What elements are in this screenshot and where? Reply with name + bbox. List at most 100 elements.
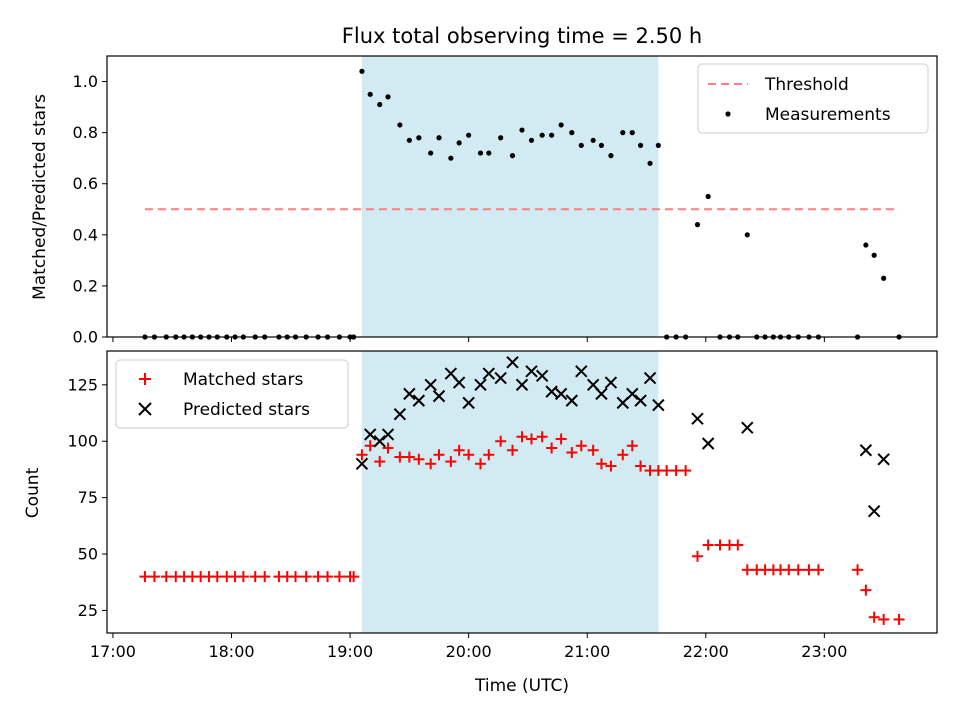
measurement-point bbox=[436, 135, 442, 141]
predicted-star-point bbox=[515, 378, 529, 392]
measurement-point bbox=[608, 153, 614, 159]
matched-star-point bbox=[403, 451, 415, 463]
measurement-point bbox=[863, 242, 869, 248]
predicted-star-point bbox=[643, 371, 657, 385]
measurement-point bbox=[498, 135, 504, 141]
bottom-x-axis-label: Time (UTC) bbox=[474, 676, 569, 696]
predicted-star-point bbox=[741, 421, 754, 434]
matched-star-point bbox=[803, 564, 815, 576]
measurement-point bbox=[528, 137, 535, 143]
matched-star-point bbox=[348, 571, 360, 583]
legend-matched-swatch bbox=[139, 373, 151, 385]
y-tick-label: 1.0 bbox=[73, 72, 98, 91]
matched-star-point bbox=[893, 613, 905, 625]
measurement-point bbox=[871, 252, 877, 258]
top-panel: 0.0 0.2 0.4 0.6 0.8 1.0 Matched/Predicted sta… bbox=[30, 55, 938, 347]
matched-star-point bbox=[300, 571, 312, 583]
y-tick-label: 0.4 bbox=[73, 225, 98, 244]
predicted-star-point bbox=[634, 394, 647, 407]
predicted-star-point bbox=[616, 396, 629, 410]
predicted-star-point bbox=[364, 428, 377, 441]
matched-star-point bbox=[433, 449, 445, 461]
legend-measurements-label: Measurements bbox=[765, 105, 891, 125]
measurement-point bbox=[569, 130, 575, 136]
matched-star-point bbox=[702, 539, 714, 551]
top-legend: Threshold Measurements bbox=[697, 63, 929, 134]
matched-star-point bbox=[322, 571, 334, 583]
measurement-point bbox=[620, 130, 626, 136]
matched-star-point bbox=[463, 449, 475, 461]
measurement-point bbox=[881, 275, 887, 281]
predicted-star-point bbox=[355, 457, 369, 471]
matched-star-point bbox=[160, 571, 172, 583]
matched-star-point bbox=[413, 453, 425, 465]
top-plot-frame bbox=[106, 55, 938, 338]
measurement-point bbox=[578, 142, 584, 149]
predicted-star-point bbox=[432, 389, 446, 403]
matched-star-point bbox=[237, 571, 249, 583]
matched-star-point bbox=[312, 571, 324, 583]
measurement-point bbox=[385, 94, 391, 100]
matched-star-point bbox=[587, 444, 599, 456]
bottom-y-axis-label: Count bbox=[23, 467, 43, 518]
matched-star-point bbox=[445, 456, 457, 468]
matched-star-point bbox=[860, 584, 872, 596]
measurement-point bbox=[705, 193, 711, 200]
matched-star-point bbox=[290, 571, 302, 583]
x-tick-label: 22:00 bbox=[683, 642, 729, 661]
x-tick-label: 19:00 bbox=[327, 642, 373, 661]
matched-star-point bbox=[691, 550, 703, 562]
bottom-shaded-region bbox=[361, 351, 659, 633]
measurement-point bbox=[486, 150, 492, 156]
measurement-point bbox=[406, 137, 412, 143]
bottom-panel: 25 50 75 100 125 17:00 18:00 19:00 20:00 21:00 22… bbox=[23, 350, 938, 696]
predicted-star-point bbox=[403, 387, 416, 401]
matched-star-point bbox=[382, 442, 394, 454]
measurement-point bbox=[519, 127, 525, 133]
matched-star-point bbox=[555, 433, 567, 445]
matched-star-point bbox=[425, 458, 437, 470]
measurement-point bbox=[694, 222, 701, 228]
predicted-star-point bbox=[595, 387, 608, 401]
bottom-x-ticks: 17:00 18:00 19:00 20:00 21:00 22:00 23:00 bbox=[90, 633, 847, 661]
legend-predicted-label: Predicted stars bbox=[183, 400, 310, 420]
legend-measurements-swatch bbox=[725, 111, 731, 117]
matched-star-point bbox=[812, 564, 824, 576]
predicted-star-point bbox=[545, 385, 558, 398]
measurement-point bbox=[428, 150, 434, 156]
predicted-star-point bbox=[393, 407, 407, 421]
predicted-star-point bbox=[691, 412, 704, 425]
chart-title: Flux total observing time = 2.50 h bbox=[342, 24, 702, 48]
matched-star-point bbox=[536, 431, 548, 443]
matched-star-point bbox=[635, 460, 647, 472]
measurement-point bbox=[637, 142, 644, 149]
x-tick-label: 18:00 bbox=[208, 642, 254, 661]
matched-star-point bbox=[878, 613, 890, 625]
matched-star-point bbox=[148, 571, 160, 583]
x-tick-label: 17:00 bbox=[90, 642, 136, 661]
measurement-point bbox=[590, 137, 596, 143]
y-tick-label: 75 bbox=[78, 488, 98, 507]
predicted-star-point bbox=[381, 428, 395, 441]
matched-star-point bbox=[595, 458, 607, 470]
measurement-point bbox=[744, 232, 750, 238]
predicted-star-point bbox=[575, 365, 588, 378]
bottom-legend-box bbox=[115, 359, 349, 429]
matched-star-point bbox=[483, 449, 495, 461]
top-y-ticks: 0.0 0.2 0.4 0.6 0.8 1.0 bbox=[73, 72, 107, 347]
matched-star-point bbox=[507, 444, 519, 456]
matched-star-point bbox=[661, 465, 673, 477]
predicted-star-point bbox=[867, 504, 881, 518]
y-tick-label: 0.6 bbox=[73, 174, 98, 193]
matched-star-point bbox=[139, 571, 151, 583]
predicted-star-point bbox=[412, 394, 426, 407]
y-tick-label: 125 bbox=[67, 375, 98, 394]
matched-star-point bbox=[852, 564, 864, 576]
y-tick-label: 50 bbox=[78, 545, 98, 564]
y-tick-label: 0.2 bbox=[73, 276, 98, 295]
measurement-point bbox=[416, 135, 422, 141]
predicted-star-point bbox=[482, 367, 496, 380]
measurement-point bbox=[655, 142, 661, 149]
predicted-star-point bbox=[604, 376, 618, 389]
